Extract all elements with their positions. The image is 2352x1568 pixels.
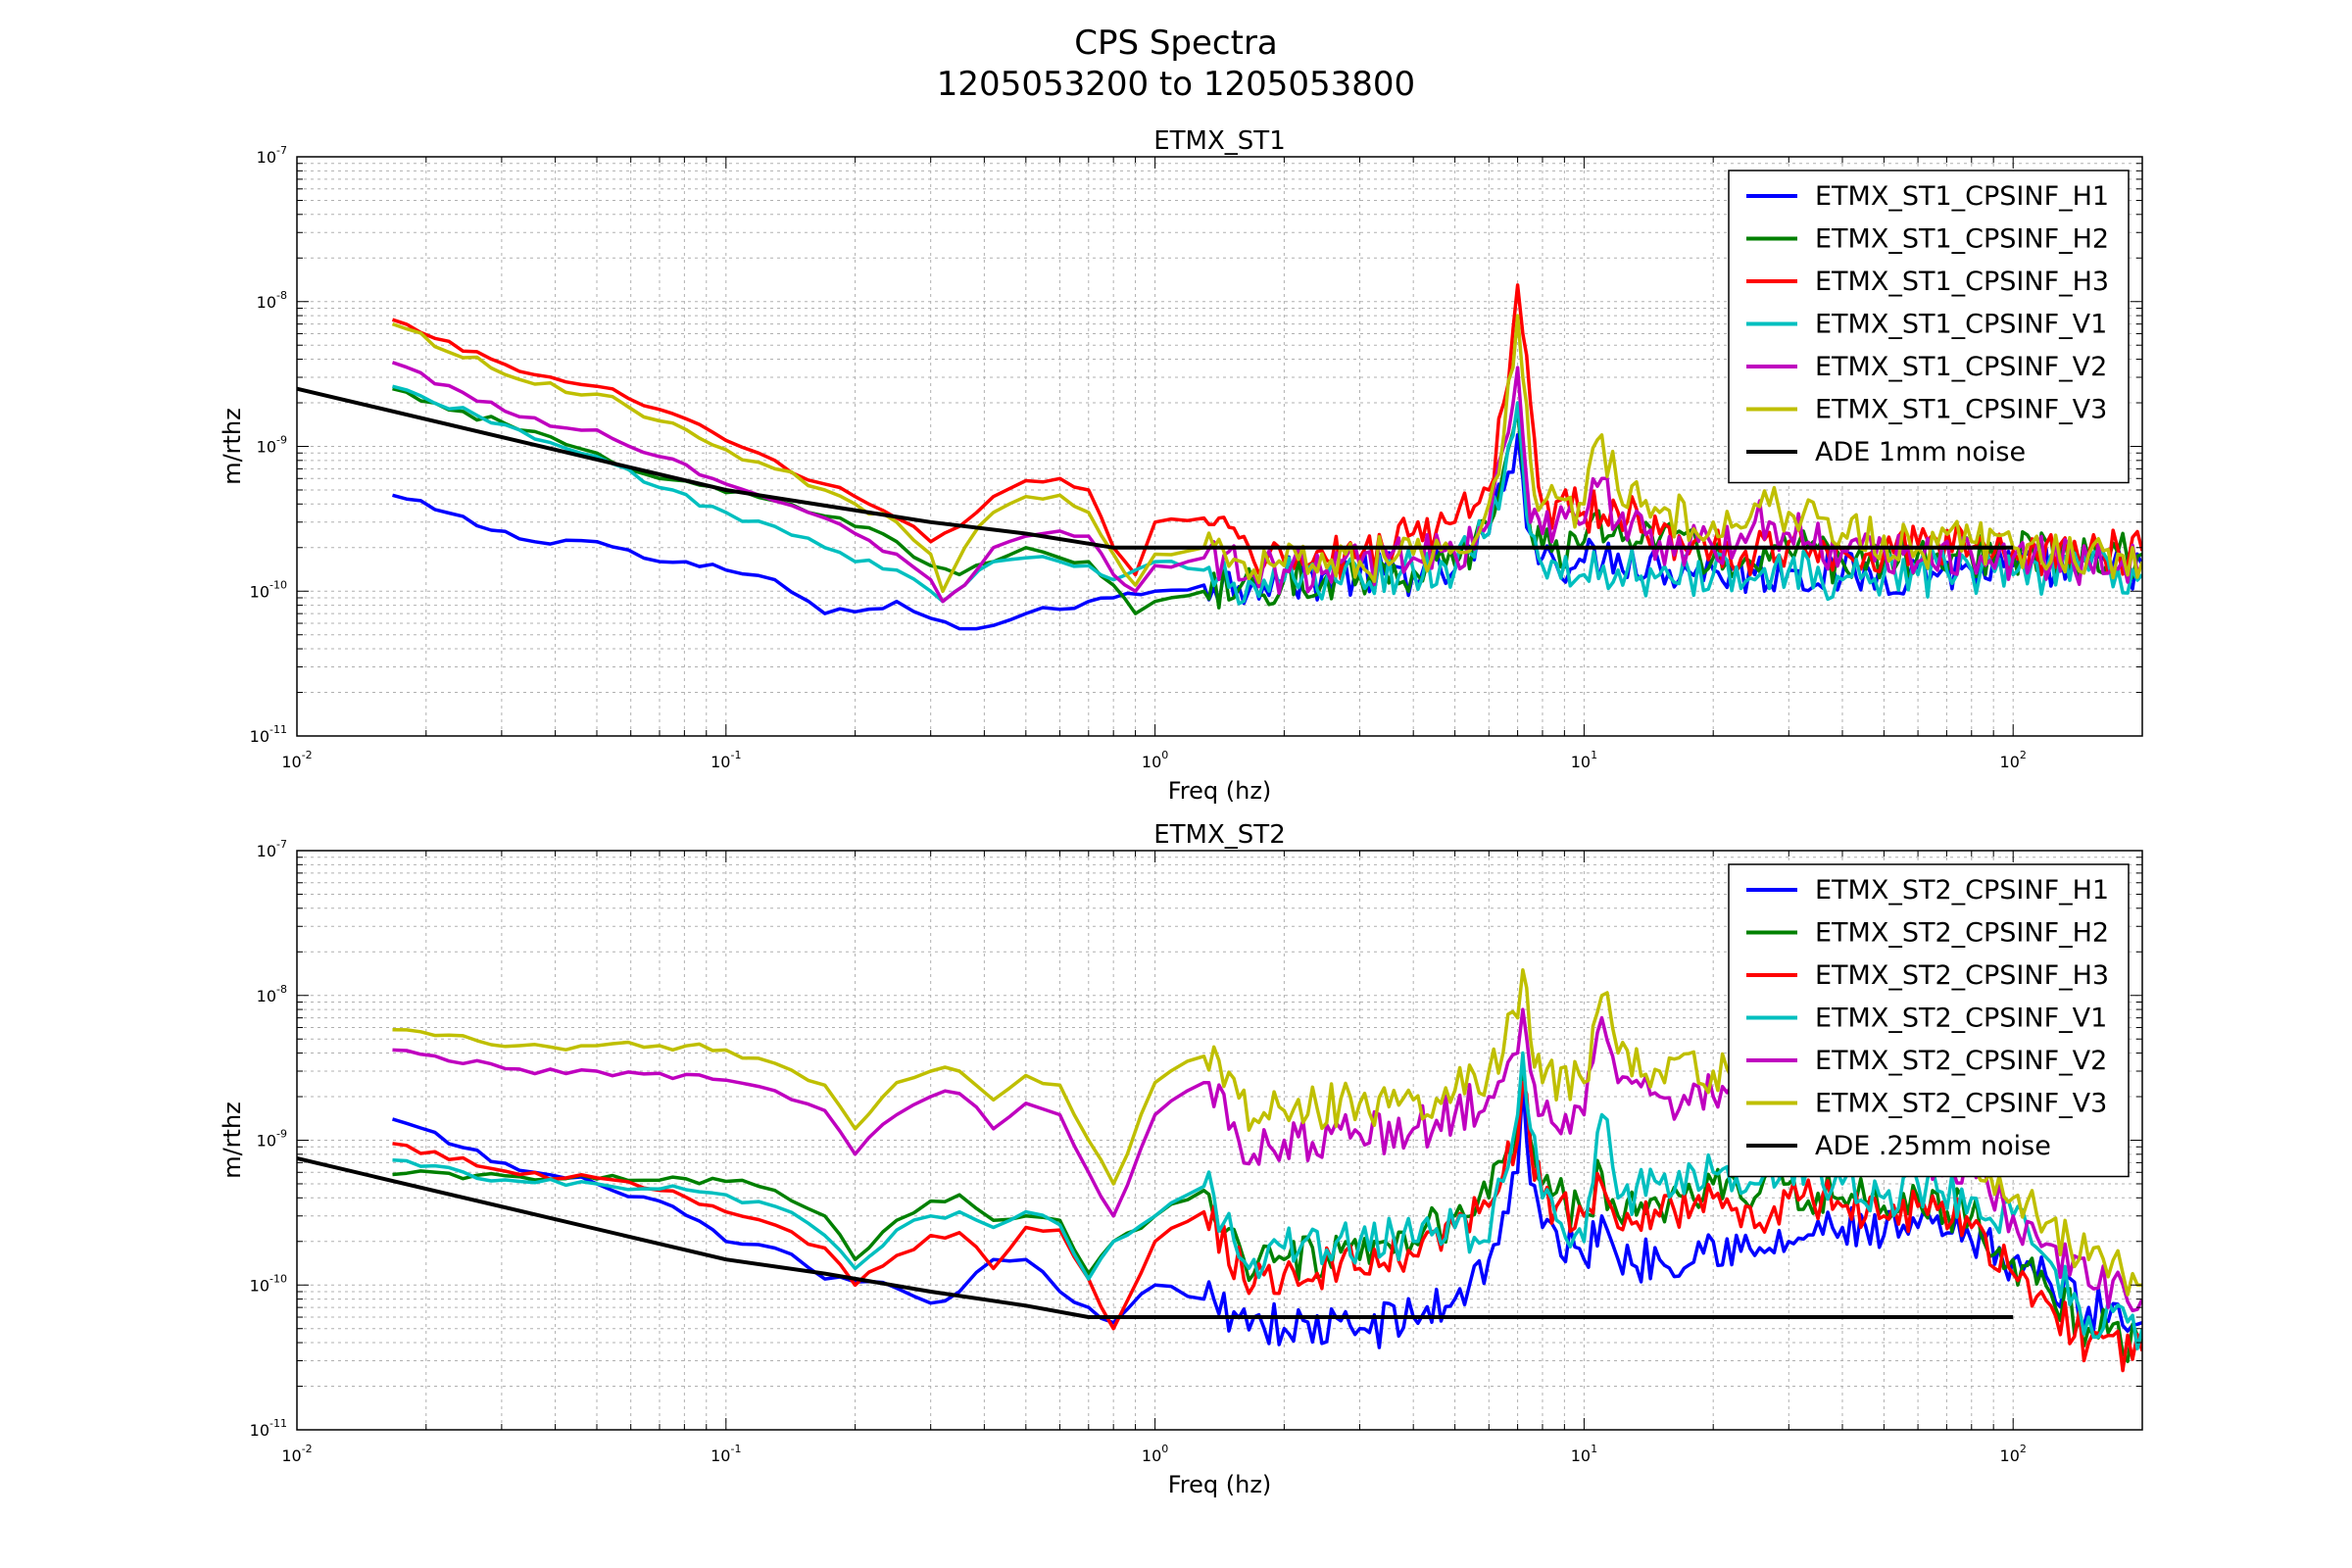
y-tick-label: 10-8 bbox=[257, 289, 287, 312]
ticks bbox=[296, 850, 2143, 1431]
legend-label: ETMX_ST2_CPSINF_H2 bbox=[1815, 918, 2109, 949]
x-tick-label: 100 bbox=[1142, 1443, 1168, 1465]
y-tick-label: 10-9 bbox=[257, 434, 287, 457]
y-axis-label: m/rthz bbox=[219, 1102, 246, 1179]
x-axis-label: Freq (hz) bbox=[1168, 1471, 1272, 1498]
figure-title: CPS Spectra bbox=[1074, 24, 1278, 63]
x-tick-label: 10-1 bbox=[710, 1443, 741, 1465]
x-tick-label: 100 bbox=[1142, 749, 1168, 771]
series-line-5 bbox=[391, 361, 2142, 604]
legend-label: ADE 1mm noise bbox=[1815, 437, 2026, 467]
panel-title: ETMX_ST1 bbox=[1153, 126, 1285, 156]
legend-label: ETMX_ST2_CPSINF_V1 bbox=[1815, 1004, 2107, 1034]
y-tick-label: 10-10 bbox=[250, 578, 287, 601]
legend-box bbox=[1728, 170, 2130, 484]
legend-label: ETMX_ST1_CPSINF_V3 bbox=[1815, 395, 2107, 425]
x-tick-label: 102 bbox=[2000, 749, 2027, 771]
legend: ETMX_ST2_CPSINF_H1 ETMX_ST2_CPSINF_H2 ETMX… bbox=[1728, 863, 2130, 1178]
figure-subtitle: 1205053200 to 1205053800 bbox=[936, 65, 1416, 104]
x-axis-label: Freq (hz) bbox=[1168, 777, 1272, 805]
series-line-1 bbox=[391, 1080, 2142, 1349]
series-line-7 bbox=[297, 386, 2014, 550]
chart-panel-2: 10-2 10-1 100 101 102 10-11 10-10 10-9 10-8 10-7 E… bbox=[219, 820, 2143, 1498]
legend-label: ETMX_ST2_CPSINF_H1 bbox=[1815, 875, 2109, 906]
series-line-2 bbox=[392, 386, 2142, 615]
legend-label: ETMX_ST2_CPSINF_V3 bbox=[1815, 1089, 2107, 1119]
x-tick-label: 10-2 bbox=[281, 1443, 312, 1465]
x-tick-label: 10-2 bbox=[281, 749, 312, 771]
y-tick-label: 10-10 bbox=[250, 1272, 287, 1295]
x-tick-label: 101 bbox=[1571, 749, 1597, 771]
panel-title: ETMX_ST2 bbox=[1153, 820, 1285, 850]
legend-label: ETMX_ST1_CPSINF_V2 bbox=[1815, 352, 2107, 382]
legend-label: ETMX_ST2_CPSINF_V2 bbox=[1815, 1046, 2107, 1076]
x-tick-label: 10-1 bbox=[710, 749, 741, 771]
x-tick-label: 101 bbox=[1571, 1443, 1597, 1465]
y-tick-label: 10-7 bbox=[257, 838, 287, 860]
y-tick-label: 10-7 bbox=[257, 144, 287, 167]
legend: ETMX_ST1_CPSINF_H1 ETMX_ST1_CPSINF_H2 ETMX… bbox=[1728, 170, 2130, 484]
series-group bbox=[297, 283, 2142, 631]
ticks bbox=[296, 156, 2143, 737]
x-tick-label: 102 bbox=[2000, 1443, 2027, 1465]
series-line-7 bbox=[297, 1156, 2014, 1319]
y-tick-label: 10-11 bbox=[250, 723, 287, 746]
legend-label: ETMX_ST1_CPSINF_H2 bbox=[1815, 224, 2109, 255]
y-axis-label: m/rthz bbox=[219, 408, 246, 485]
legend-box bbox=[1728, 863, 2130, 1178]
legend-label: ADE .25mm noise bbox=[1815, 1131, 2051, 1161]
legend-label: ETMX_ST1_CPSINF_V1 bbox=[1815, 310, 2107, 340]
y-tick-label: 10-11 bbox=[250, 1417, 287, 1440]
legend-label: ETMX_ST2_CPSINF_H3 bbox=[1815, 960, 2109, 991]
legend-label: ETMX_ST1_CPSINF_H3 bbox=[1815, 267, 2109, 297]
y-tick-label: 10-8 bbox=[257, 983, 287, 1005]
legend-label: ETMX_ST1_CPSINF_H1 bbox=[1815, 181, 2109, 212]
series-line-4 bbox=[392, 1051, 2142, 1350]
y-tick-label: 10-9 bbox=[257, 1128, 287, 1151]
series-line-6 bbox=[391, 314, 2142, 594]
series-line-2 bbox=[392, 1069, 2142, 1363]
chart-panel-1: 10-2 10-1 100 101 102 10-11 10-10 10-9 10-8 10-7 E… bbox=[219, 126, 2143, 805]
